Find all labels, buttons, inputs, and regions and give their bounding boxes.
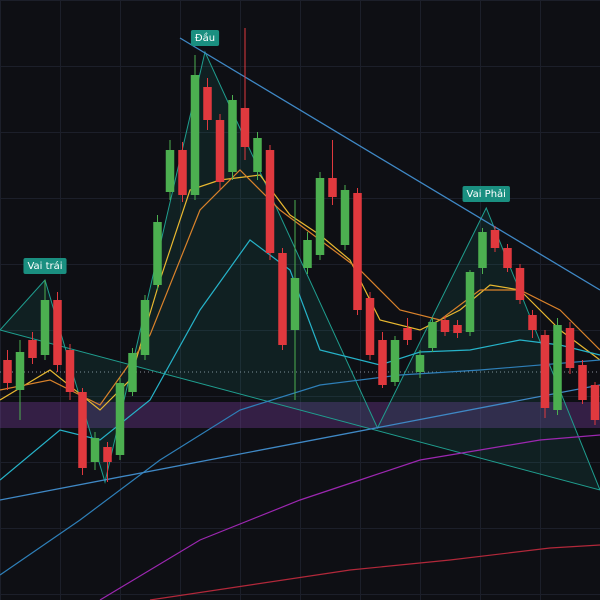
candle-body [578,365,587,400]
candle-body [240,108,250,147]
candle-body [353,193,362,310]
candle-body [65,350,75,392]
candle-body [503,248,512,268]
pattern-label: Đầu [190,30,220,46]
candle-body [590,385,600,420]
moving-average [149,544,600,600]
candle-body [453,325,462,333]
candle-body [28,340,37,358]
candle-body [3,360,12,383]
candle-body [390,340,400,382]
candle-body [190,75,200,195]
moving-average [0,359,600,576]
pattern-label-text: Vai Phải [467,188,506,200]
candle-body [303,240,312,268]
candle-body [115,383,125,455]
resistance-line [179,37,600,291]
candle-body [40,300,50,355]
candle-body [128,353,137,392]
candle-body [315,178,325,255]
zone-band [0,402,600,428]
candle-body [465,272,475,332]
pattern-label-text: Vai trái [27,260,62,272]
candle-body [253,138,262,172]
moving-average [0,239,600,481]
pattern-label-text: Đầu [195,32,215,44]
candle-body [228,100,237,172]
candle-body [528,315,537,330]
moving-average [0,174,600,411]
candle-body [215,120,225,182]
candle-body [490,230,500,248]
pattern-label: Vai Phải [462,186,510,202]
candle-body [328,178,337,197]
candle-body [278,253,287,345]
candle-body [378,340,387,385]
candle-body [265,150,275,253]
candle-body [478,232,487,268]
candle-body [415,355,425,372]
pattern-label-box [462,186,510,202]
candle-body [340,190,350,245]
candle-body [290,278,300,330]
pattern-label: Vai trái [23,258,67,274]
neckline-line [0,384,600,501]
pattern-label-box [190,30,220,46]
candle-body [203,87,212,120]
candle-body [403,328,412,340]
candle-body [15,352,25,390]
candle-body [553,325,562,410]
candle-body [565,328,575,368]
candle-body [428,322,437,348]
candle-body [515,268,525,300]
candle-body [140,300,150,355]
candle-body [440,320,450,332]
candle-body [103,447,112,462]
candle-body [165,150,175,192]
candle-body [78,392,87,468]
candle-body [178,150,187,195]
pattern-label-box [23,258,67,274]
candle-body [53,300,62,365]
candle-body [540,335,550,408]
candle-body [90,438,100,462]
candle-body [365,298,375,355]
candle-body [153,222,162,285]
moving-average [99,434,600,600]
